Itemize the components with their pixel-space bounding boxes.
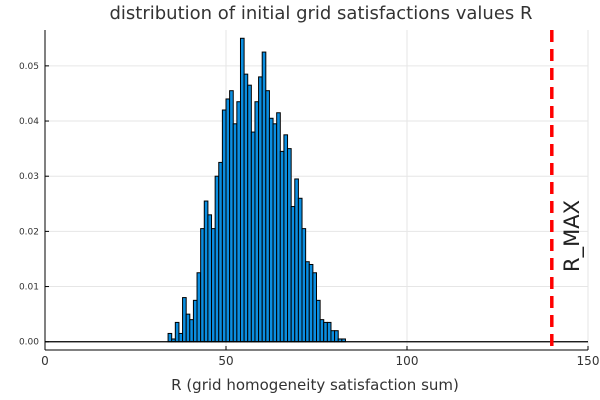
histogram-bar	[189, 319, 194, 343]
histogram-bar	[239, 37, 245, 343]
histogram-bar	[192, 299, 198, 343]
tick-labels: 0 50 100 150 0.00 0.01 0.02 0.03 0.04 0.05	[19, 62, 600, 368]
histogram-bar	[276, 112, 281, 343]
x-axis-label: R (grid homogeneity satisfaction sum)	[171, 376, 459, 394]
histogram-bar	[326, 321, 332, 343]
histogram-bar	[308, 263, 314, 343]
histogram-bar	[297, 197, 303, 343]
histogram-bar	[207, 214, 213, 343]
histogram-bar	[272, 123, 278, 343]
histogram-bar	[196, 272, 202, 343]
y-tick-label: 0.04	[19, 117, 39, 127]
histogram-bar	[218, 161, 223, 343]
x-tick-label: 0	[41, 354, 49, 368]
histogram-bar	[167, 332, 173, 343]
y-tick-label: 0.00	[19, 338, 39, 348]
histogram-bar	[243, 73, 249, 343]
histogram-bar	[178, 332, 184, 343]
histogram-bar	[261, 51, 267, 343]
histogram-bar	[236, 101, 241, 343]
y-tick-label: 0.01	[19, 283, 39, 293]
histogram-bar	[250, 131, 256, 343]
r-max-annotation: R_MAX	[560, 200, 585, 272]
histogram-bar	[221, 109, 227, 343]
histogram-bar	[330, 330, 336, 343]
histogram-bar	[232, 123, 238, 343]
histogram-bar	[265, 90, 270, 343]
chart-title: distribution of initial grid satisfactio…	[109, 3, 532, 24]
histogram-bar	[316, 299, 321, 343]
histogram-bar	[334, 330, 339, 343]
y-tick-label: 0.05	[19, 62, 39, 72]
histogram-bar	[174, 321, 180, 343]
histogram-bar	[225, 98, 231, 343]
histogram-bar	[305, 261, 310, 343]
histogram-bar	[312, 272, 318, 343]
histogram-bar	[229, 90, 234, 343]
histogram-bar	[294, 178, 299, 343]
histogram-bar	[185, 313, 191, 343]
x-tick-label: 100	[396, 354, 419, 368]
histogram-bar	[301, 228, 307, 343]
histogram-bar	[283, 134, 289, 343]
histogram-bar	[290, 206, 296, 343]
histogram-bar	[211, 228, 216, 343]
histogram-bar	[319, 319, 325, 343]
histogram-bar	[254, 101, 260, 343]
y-tick-label: 0.03	[19, 172, 39, 182]
x-tick-label: 150	[577, 354, 600, 368]
histogram-bar	[182, 297, 187, 343]
histogram-bar	[279, 150, 285, 343]
histogram-bar	[203, 200, 209, 343]
histogram-bar	[258, 76, 263, 343]
x-tick-label: 50	[218, 354, 233, 368]
histogram-bars	[167, 37, 346, 343]
y-tick-label: 0.02	[19, 227, 39, 237]
histogram-bar	[200, 228, 205, 343]
histogram-bar	[268, 117, 274, 343]
axes	[44, 30, 589, 351]
histogram-bar	[214, 175, 220, 343]
histogram-bar	[247, 84, 252, 343]
histogram-bar	[323, 321, 328, 343]
histogram-bar	[287, 148, 292, 343]
